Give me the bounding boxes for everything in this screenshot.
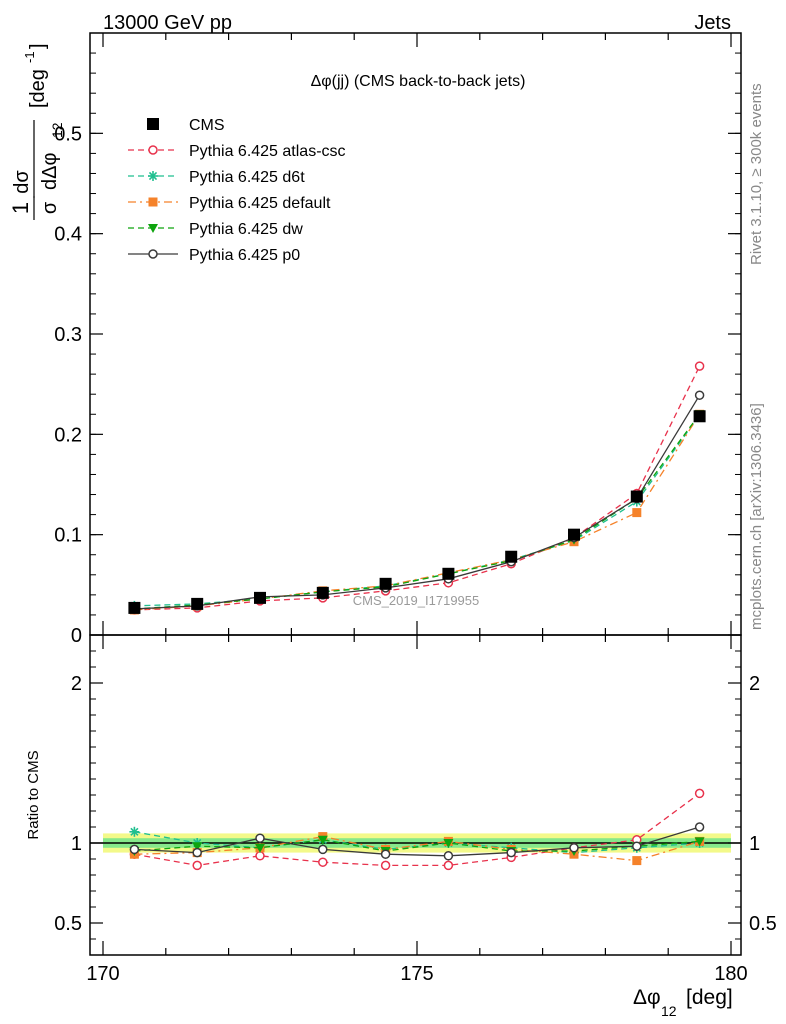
legend-marker [148,197,158,207]
ratio-series-5-point [694,822,705,832]
main-series-1-point [694,361,705,371]
ratio-series-5-point [129,844,140,855]
legend-label: Pythia 6.425 dw [189,221,303,238]
ratio-series-4-line [134,839,700,852]
ratio-ytick-label: 2 [71,673,82,695]
legend-marker [147,118,159,130]
ratio-panel: 0.5 0.5 1 1 2 2 170 175 180 [54,634,777,985]
legend-marker [148,171,158,181]
ratio-series-3-line [134,835,700,862]
main-series-5-point [694,390,705,400]
main-series-cms-point [191,597,204,610]
main-series-1-line [134,365,701,611]
ratio-ytick-label-right: 1 [749,833,760,855]
ratio-ytick-label: 1 [71,833,82,855]
ratio-series-5-point [255,833,265,843]
svg-text:-1: -1 [22,51,37,63]
ratio-ytick-label: 0.5 [54,913,82,935]
main-series-cms-point [505,550,518,563]
main-ytick-label: 0.4 [54,224,82,246]
svg-text:]: ] [27,43,49,49]
ratio-series-1-point [443,860,454,871]
main-series-3-point [632,508,642,518]
ratio-series-5-point [192,847,202,858]
ratio-ytick-label-right: 2 [749,673,760,695]
ratio-series-5-point [506,847,516,858]
xtick-label: 170 [86,963,119,985]
main-series-cms-point [630,490,643,503]
main-frame [89,32,742,636]
ratio-ylabel: Ratio to CMS [25,750,42,839]
legend-marker [148,145,158,155]
legend-label: Pythia 6.425 atlas-csc [189,143,346,160]
main-title: Δφ(jj) (CMS back-to-back jets) [311,73,526,90]
legend-label: CMS [189,117,225,134]
ratio-frame [89,634,742,956]
ratio-series-1-point [380,860,391,871]
svg-text:dσ: dσ [11,170,33,194]
ratio-series-1-point [255,851,265,861]
xtick-label: 175 [400,963,433,985]
ratio-series-1-point [694,788,705,799]
svg-text:σ: σ [39,201,61,214]
main-series-cms-point [254,591,266,604]
legend-label: Pythia 6.425 default [189,195,331,212]
main-ytick-label: 0.2 [54,424,82,446]
ratio-ytick-label-right: 0.5 [749,913,777,935]
legend-marker [148,224,158,233]
legend-marker [148,249,158,259]
ratio-series-5-point [443,851,454,861]
legend-label: Pythia 6.425 d6t [189,169,305,186]
main-series-cms-point [316,586,329,599]
svg-text:dΔφ: dΔφ [39,153,61,190]
main-ytick-label: 0.3 [54,324,82,346]
header-right: Jets [694,12,731,34]
svg-text:12: 12 [661,1003,677,1019]
main-series-cms-point [442,567,455,580]
rivet-label: Rivet 3.1.10, ≥ 300k events [748,83,765,265]
svg-text:[deg]: [deg] [686,986,733,1009]
ratio-series-4-point [192,842,203,852]
ratio-series-2-point [129,826,140,837]
main-series-cms-point [128,601,141,614]
ratio-series-1-line [134,792,700,867]
x-axis-label: Δφ 12 [deg] [633,986,733,1019]
main-series-5-line [134,394,701,610]
main-ylabel: 1 σ dσ dΔφ 12 [deg -1 ] [8,43,65,220]
main-series-cms-point [693,410,706,423]
main-series-cms-point [379,577,392,590]
main-panel: 0 0.1 0.2 0.3 0.4 0.5 Δφ(jj) (CMS back-to-bac… [54,32,742,647]
main-ytick-label: 0.5 [54,123,82,145]
xtick-label: 180 [714,963,747,985]
legend: CMS Pythia 6.425 atlas-csc Pythia 6.425 d6… [128,117,346,264]
ratio-series-4-point [694,837,705,847]
ratio-series-3-point [632,856,642,866]
legend-label: Pythia 6.425 p0 [189,247,300,264]
mcplots-label: mcplots.cern.ch [arXiv:1306.3436] [748,403,765,630]
ratio-series-5-point [318,844,328,855]
svg-text:[deg: [deg [27,69,49,108]
main-series-cms-point [568,528,580,541]
ratio-series-5-point [632,841,642,851]
ratio-series-1-point [192,860,202,871]
watermark: CMS_2019_I1719955 [353,593,480,608]
main-series-2-line [134,414,701,607]
svg-text:1: 1 [8,202,33,214]
header-left: 13000 GeV pp [103,12,232,34]
ratio-series-1-point [318,857,328,867]
ratio-series-5-point [569,843,579,853]
ratio-series-5-point [380,849,391,859]
ratio-series-4-point [255,843,265,853]
ratio-series-4-point [443,839,454,848]
svg-text:Δφ: Δφ [633,986,661,1009]
svg-text:12: 12 [49,122,65,138]
main-ytick-label: 0.1 [54,525,82,547]
main-ytick-label: 0 [71,625,82,647]
ratio-series-5-line [134,826,700,857]
ratio-series-4-point [317,835,328,845]
